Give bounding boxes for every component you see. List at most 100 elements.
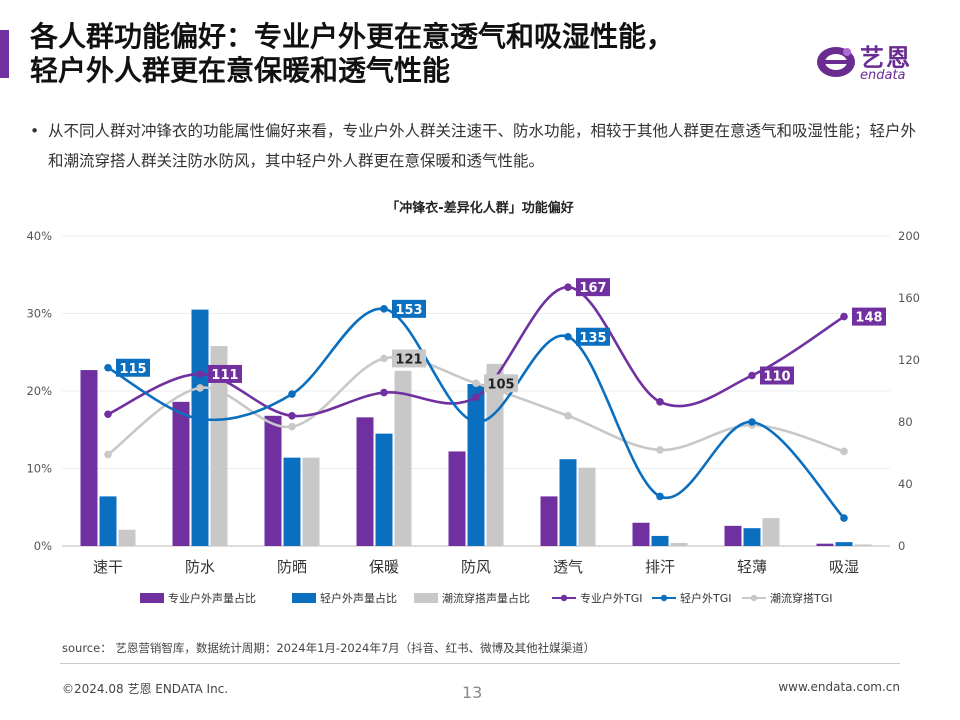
tgi-label-box: [484, 374, 518, 393]
legend-label: 专业户外TGI: [580, 591, 643, 605]
tgi-label-box: [760, 366, 794, 385]
bar-2: [743, 528, 761, 546]
tgi-label: 167: [579, 281, 606, 296]
tgi-label: 121: [395, 352, 422, 367]
left-axis-tick-label: 30%: [26, 307, 52, 321]
tgi-point-1: [656, 398, 664, 406]
legend-label: 潮流穿搭TGI: [770, 591, 833, 605]
tgi-point-2: [104, 363, 112, 372]
bar-2: [651, 535, 669, 546]
bar-1: [540, 496, 558, 546]
title-accent-bar: [0, 30, 9, 78]
bar-3: [670, 542, 688, 546]
footer-copyright: ©2024.08 艺恩 ENDATA Inc.: [62, 682, 229, 696]
left-axis-tick-label: 40%: [26, 229, 52, 243]
legend-label: 轻户外TGI: [680, 591, 732, 605]
tgi-label: 111: [211, 368, 238, 383]
left-axis-tick-label: 20%: [26, 384, 52, 398]
legend-marker: [750, 594, 758, 602]
left-axis-tick-label: 10%: [26, 462, 52, 476]
bar-1: [724, 525, 742, 546]
tgi-label: 105: [487, 377, 514, 392]
page-title: 各人群功能偏好：专业户外更在意透气和吸湿性能， 轻户外人群更在意保暖和透气性能: [30, 20, 674, 88]
category-label: 吸湿: [829, 558, 859, 576]
tgi-label: 153: [395, 303, 422, 318]
footer-url: www.endata.com.cn: [778, 680, 900, 694]
category-label: 保暖: [369, 558, 399, 576]
bar-1: [172, 401, 190, 546]
category-label: 透气: [553, 558, 583, 576]
tgi-point-2: [196, 415, 204, 423]
category-label: 轻薄: [737, 558, 767, 576]
tgi-label-box: [852, 307, 886, 326]
tgi-label: 110: [763, 370, 790, 385]
legend-marker: [660, 594, 668, 602]
bar-3: [118, 529, 136, 546]
right-axis-tick-label: 80: [898, 415, 913, 429]
tgi-point-1: [288, 412, 296, 420]
category-label: 排汗: [645, 558, 675, 576]
tgi-point-1: [564, 283, 572, 291]
legend-swatch: [414, 593, 438, 603]
tgi-label-box: [208, 364, 242, 383]
right-axis-tick-label: 40: [898, 477, 913, 491]
tgi-point-3: [656, 446, 664, 454]
bar-3: [302, 457, 320, 546]
tgi-point-3: [472, 379, 480, 388]
bar-2: [835, 542, 853, 546]
bar-1: [816, 543, 834, 546]
tgi-point-2: [840, 514, 848, 522]
tgi-line-2: [107, 307, 845, 519]
page-number: 13: [462, 683, 483, 702]
tgi-point-3: [196, 384, 204, 392]
legend-label: 潮流穿搭声量占比: [442, 591, 530, 605]
legend-swatch: [140, 593, 164, 603]
tgi-line-1: [107, 285, 845, 418]
footer-divider: [60, 663, 900, 664]
bar-3: [578, 467, 596, 546]
endata-logo: 艺恩 endata: [814, 38, 934, 86]
logo-cn-text: 艺恩: [860, 44, 912, 72]
bullet-dot: •: [30, 122, 40, 140]
tgi-label-box: [392, 349, 426, 368]
tgi-point-2: [748, 418, 756, 426]
right-axis-tick-label: 120: [898, 353, 920, 367]
bar-1: [632, 522, 650, 546]
tgi-point-2: [288, 390, 296, 398]
tgi-label-box: [576, 278, 610, 297]
page-title-line-1: 各人群功能偏好：专业户外更在意透气和吸湿性能，: [30, 20, 675, 53]
bar-1: [80, 370, 98, 546]
tgi-label-box: [116, 358, 150, 377]
tgi-label: 115: [119, 362, 146, 377]
tgi-point-1: [472, 393, 480, 401]
chart-title: 「冲锋衣-差异化人群」功能偏好: [386, 200, 573, 216]
bar-1: [448, 451, 466, 546]
tgi-point-3: [840, 447, 848, 456]
tgi-point-3: [104, 450, 112, 459]
tgi-line-3: [107, 355, 845, 456]
insight-text: 从不同人群对冲锋衣的功能属性偏好来看，专业户外人群关注速干、防水功能，相较于其他…: [48, 122, 917, 170]
logo-en-text: endata: [860, 68, 906, 83]
tgi-point-3: [380, 354, 388, 363]
insight-paragraph: • 从不同人群对冲锋衣的功能属性偏好来看，专业户外人群关注速干、防水功能，相较于…: [30, 116, 930, 176]
endata-logo-icon: [817, 47, 855, 77]
bar-1: [264, 415, 282, 546]
tgi-label-box: [576, 327, 610, 346]
legend-swatch: [292, 593, 316, 603]
tgi-point-1: [840, 312, 848, 321]
page-title-line-2: 轻户外人群更在意保暖和透气性能: [30, 54, 451, 87]
right-axis-tick-label: 0: [898, 539, 905, 553]
legend-label: 专业户外声量占比: [168, 591, 256, 605]
bar-3: [210, 346, 228, 546]
bar-2: [191, 309, 209, 546]
tgi-point-2: [656, 492, 664, 501]
tgi-label-box: [392, 299, 426, 318]
bar-2: [559, 459, 577, 546]
right-axis-tick-label: 200: [898, 229, 920, 243]
tgi-point-2: [564, 332, 572, 341]
tgi-point-2: [472, 418, 480, 426]
bar-1: [356, 417, 374, 546]
right-axis-tick-label: 160: [898, 291, 920, 305]
category-label: 防风: [461, 558, 491, 576]
bar-2: [375, 433, 393, 546]
